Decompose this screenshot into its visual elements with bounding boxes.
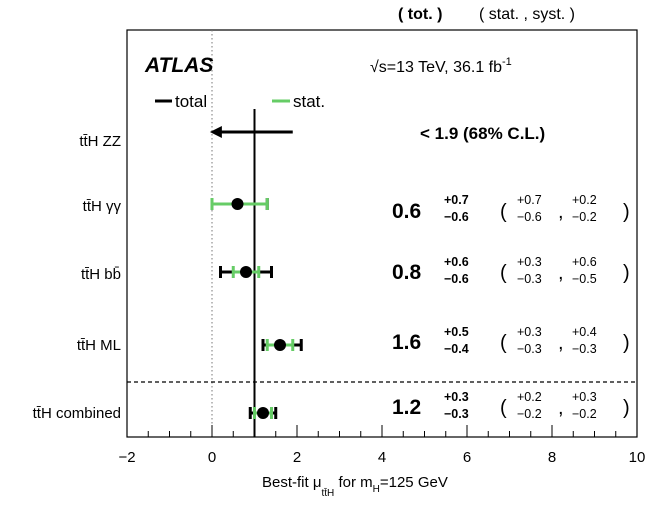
tot-up-error: +0.3 bbox=[444, 390, 469, 404]
x-tick-label: 2 bbox=[293, 449, 301, 466]
stat-up-error: +0.3 bbox=[517, 325, 542, 339]
channel-label: tt̄H bb̄ bbox=[81, 266, 121, 283]
x-axis-title-for: for m bbox=[334, 474, 372, 491]
tot-up-error: +0.6 bbox=[444, 255, 469, 269]
syst-down-error: −0.5 bbox=[572, 272, 597, 286]
syst-down-error: −0.2 bbox=[572, 210, 597, 224]
lumi-exponent: -1 bbox=[502, 56, 512, 68]
header-stat-syst-label: ( stat. , syst. ) bbox=[479, 6, 575, 23]
comma: , bbox=[558, 201, 564, 223]
channel-label: tt̄H γγ bbox=[83, 198, 122, 215]
stat-up-error: +0.3 bbox=[517, 255, 542, 269]
comma: , bbox=[558, 397, 564, 419]
syst-up-error: +0.3 bbox=[572, 390, 597, 404]
x-tick-label: 4 bbox=[378, 449, 386, 466]
syst-down-error: −0.2 bbox=[572, 407, 597, 421]
comma: , bbox=[558, 332, 564, 354]
central-value: 1.6 bbox=[392, 331, 421, 354]
best-fit-point bbox=[231, 198, 244, 210]
stat-down-error: −0.3 bbox=[517, 342, 542, 356]
x-axis-title-end: =125 GeV bbox=[380, 474, 448, 491]
x-axis-title-mh-sub: H bbox=[373, 484, 380, 495]
close-paren: ) bbox=[623, 397, 630, 419]
central-value: 1.2 bbox=[392, 396, 421, 419]
experiment-label: ATLAS bbox=[144, 54, 213, 77]
channel-label: tt̄H combined bbox=[33, 405, 121, 422]
channel-label: tt̄H ZZ bbox=[79, 133, 121, 150]
x-axis: −2 0 2 4 6 8 10 bbox=[118, 425, 645, 466]
stat-down-error: −0.3 bbox=[517, 272, 542, 286]
tot-down-error: −0.6 bbox=[444, 272, 469, 286]
tot-up-error: +0.7 bbox=[444, 193, 469, 207]
tot-down-error: −0.3 bbox=[444, 407, 469, 421]
x-axis-title-main: Best-fit μ bbox=[262, 474, 322, 491]
channel-label: tt̄H ML bbox=[77, 337, 121, 354]
close-paren: ) bbox=[623, 201, 630, 223]
legend-stat-label: stat. bbox=[293, 92, 325, 111]
x-axis-title: Best-fit μtt̄H for mH=125 GeV bbox=[262, 474, 448, 499]
syst-up-error: +0.2 bbox=[572, 193, 597, 207]
x-axis-title-sub: tt̄H bbox=[322, 487, 335, 499]
tot-down-error: −0.4 bbox=[444, 342, 469, 356]
stat-up-error: +0.2 bbox=[517, 390, 542, 404]
zz-limit-text: < 1.9 (68% C.L.) bbox=[420, 124, 545, 143]
header-tot-label: ( tot. ) bbox=[398, 6, 442, 23]
stat-up-error: +0.7 bbox=[517, 193, 542, 207]
comma: , bbox=[558, 262, 564, 284]
x-tick-label: 6 bbox=[463, 449, 471, 466]
open-paren: ( bbox=[500, 201, 507, 223]
central-value: 0.8 bbox=[392, 261, 422, 284]
x-tick-label: −2 bbox=[118, 449, 135, 466]
stat-down-error: −0.2 bbox=[517, 407, 542, 421]
open-paren: ( bbox=[500, 332, 507, 354]
best-fit-point bbox=[274, 339, 286, 351]
legend-total-label: total bbox=[175, 92, 207, 111]
syst-up-error: +0.6 bbox=[572, 255, 597, 269]
open-paren: ( bbox=[500, 397, 507, 419]
best-fit-point bbox=[257, 407, 269, 419]
energy-text: √s=13 TeV, 36.1 fb bbox=[370, 59, 502, 76]
x-tick-label: 0 bbox=[208, 449, 216, 466]
marks-layer bbox=[209, 126, 303, 419]
central-value: 0.6 bbox=[392, 200, 421, 223]
tot-down-error: −0.6 bbox=[444, 210, 469, 224]
close-paren: ) bbox=[623, 262, 630, 284]
open-paren: ( bbox=[500, 262, 507, 284]
syst-down-error: −0.3 bbox=[572, 342, 597, 356]
zz-limit-arrow-icon bbox=[209, 126, 222, 138]
x-tick-label: 8 bbox=[548, 449, 556, 466]
energy-lumi-label: √s=13 TeV, 36.1 fb-1 bbox=[370, 56, 512, 76]
x-tick-label: 10 bbox=[629, 449, 646, 466]
stat-down-error: −0.6 bbox=[517, 210, 542, 224]
syst-up-error: +0.4 bbox=[572, 325, 597, 339]
close-paren: ) bbox=[623, 332, 630, 354]
best-fit-point bbox=[240, 266, 252, 278]
tot-up-error: +0.5 bbox=[444, 325, 469, 339]
